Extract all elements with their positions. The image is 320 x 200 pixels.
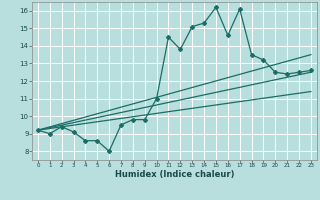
X-axis label: Humidex (Indice chaleur): Humidex (Indice chaleur)	[115, 170, 234, 179]
